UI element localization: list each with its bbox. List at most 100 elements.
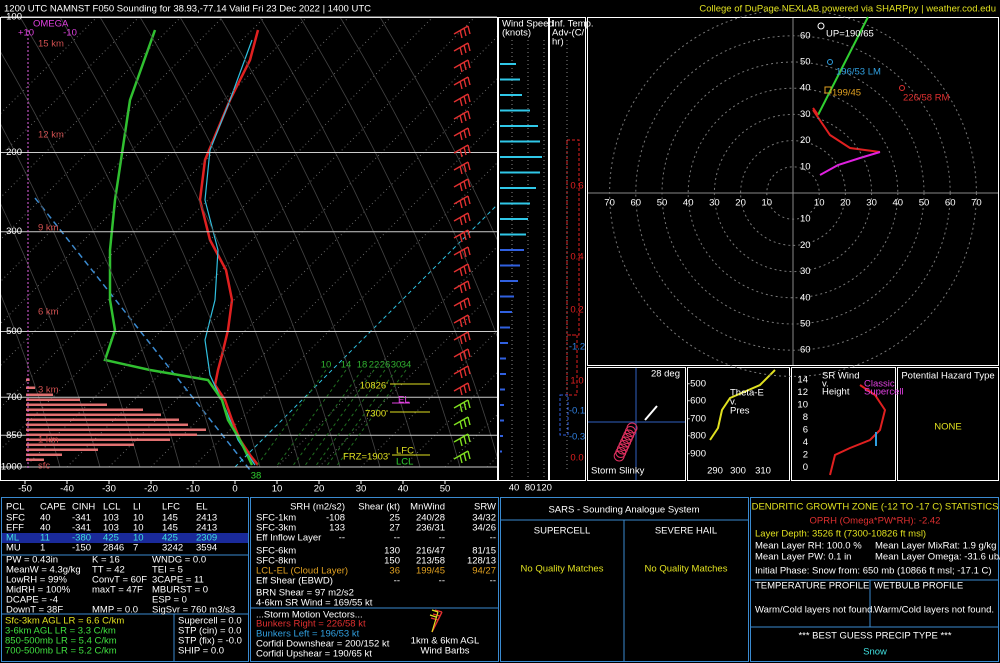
- omega-bar: [26, 458, 44, 461]
- thermo-cell: SFC: [6, 513, 25, 524]
- sr-wind-tick: 4: [803, 437, 808, 448]
- wetbulb-profile: [204, 39, 256, 466]
- composite: Supercell = 0.0: [178, 616, 242, 627]
- dgz-heading: TEMPERATURE PROFILE: [755, 581, 869, 592]
- dgz-heading: WETBULB PROFILE: [874, 581, 963, 592]
- height-label: 6 km: [38, 307, 59, 318]
- kinematic-cell: -108: [326, 513, 345, 524]
- mixing-ratio-label: 34: [401, 360, 412, 371]
- wind-barb: [453, 127, 471, 141]
- thermo-cell: ML: [6, 533, 19, 544]
- wind-panel-title: (knots): [502, 28, 531, 39]
- theta-e-tick: -600: [687, 396, 706, 407]
- kinematic-cell: 36: [389, 566, 400, 577]
- theta-e-frame: [687, 367, 790, 481]
- temp-label: -20: [144, 484, 158, 495]
- wind-tick: 80: [525, 483, 536, 494]
- wind-barb: [453, 399, 471, 413]
- panel-frames: [0, 17, 999, 662]
- storm-motion-text: Corfidi Upshear = 190/65 kt: [256, 649, 372, 660]
- parcel-trace: [34, 197, 251, 471]
- wind-speed-bar: [500, 218, 528, 220]
- dry-adiabat: [1, 51, 181, 468]
- kinematic-cell: 240/28: [416, 513, 445, 524]
- hodo-ring-label: 20: [735, 198, 746, 209]
- index: SigSvr = 760 m3/s3: [152, 605, 235, 616]
- index: WNDG = 0.0: [152, 555, 206, 566]
- wind-speed-bar: [500, 326, 510, 329]
- hodo-lower: [819, 151, 881, 176]
- thermo-cell: 7: [133, 543, 138, 554]
- slinky-frame: [587, 367, 686, 481]
- kinematic-cell: 236/31: [416, 523, 445, 534]
- mixing-ratio-label: 26: [380, 360, 391, 371]
- kinematic-extra: BRN Shear = 97 m2/s2: [256, 588, 354, 599]
- kinematic-cell: --: [439, 576, 445, 587]
- kinematic-cell: --: [394, 533, 400, 544]
- lapse-rate: 3-6km AGL LR = 3.3 C/km: [5, 626, 116, 637]
- omega-bar: [26, 418, 179, 421]
- sr-wind-tick: 2: [803, 450, 808, 461]
- theta-e-tick: -800: [687, 431, 706, 442]
- thermo-cell: 145: [162, 513, 178, 524]
- thermo-cell: 2413: [196, 523, 217, 534]
- barb-caption: 1km & 6km AGL: [411, 636, 480, 647]
- advection-label: -0.3: [569, 432, 585, 443]
- dry-adiabat: [60, 18, 261, 468]
- thermo-cell: -341: [72, 513, 91, 524]
- sr-wind-tick: 10: [797, 400, 808, 411]
- wind-speed-bar: [500, 140, 540, 143]
- slinky-title: Storm Slinky: [591, 466, 645, 477]
- kinematic-extra: 4-6km SR Wind = 169/55 kt: [256, 598, 373, 609]
- temp-label: 30: [356, 484, 367, 495]
- dgz-stat: Initial Phase: Snow from: 650 mb (10866 …: [755, 566, 992, 577]
- omega-tick: -10: [63, 28, 77, 39]
- wind-barb: [453, 93, 471, 107]
- wind-barb: [453, 195, 471, 209]
- thermo-frame: [1, 497, 249, 662]
- index: MeanW = 4.3g/kg: [6, 565, 81, 576]
- thermo-cell: 425: [162, 533, 178, 544]
- omega-bar: [26, 408, 143, 411]
- thermo-cell: 10: [133, 523, 144, 534]
- temp-label: -10: [186, 484, 200, 495]
- hazard-frame: [897, 367, 999, 481]
- hodo-ring-label: 30: [800, 266, 811, 277]
- theta-e-tick: -900: [687, 449, 706, 460]
- thermo-cell: 3242: [162, 543, 183, 554]
- dry-adiabat: [1, 294, 61, 468]
- page-credit: College of DuPage NEXLAB powered via SHA…: [699, 4, 996, 15]
- mixing-ratio-label: 22: [369, 360, 380, 371]
- wind-speed-bar: [500, 373, 506, 375]
- wind-barb: [453, 144, 471, 158]
- hodo-ring-label: 60: [800, 30, 811, 41]
- sr-wind-tick: 0: [803, 462, 808, 473]
- kinematic-cell: 34/32: [472, 513, 496, 524]
- mixing-ratio-label: 30: [391, 360, 402, 371]
- omega-bar: [26, 386, 35, 389]
- height-label: 9 km: [38, 223, 59, 234]
- index: DownT = 38F: [6, 605, 63, 616]
- omega-bar: [26, 453, 62, 456]
- index: maxT = 47F: [92, 585, 143, 596]
- thermo-cell: 2846: [103, 543, 124, 554]
- barb-icon: [429, 609, 439, 633]
- kinematic-cell: 25: [389, 513, 400, 524]
- wind-speed-bar: [500, 249, 524, 251]
- wind-tick: 40: [509, 483, 520, 494]
- index: DCAPE = -4: [6, 595, 58, 606]
- wind-speed-bar: [500, 311, 512, 313]
- thermo-cell: -150: [72, 543, 91, 554]
- wind-speed-bar: [500, 156, 542, 158]
- mixing-ratio-line: [291, 369, 363, 468]
- hodo-label: 226/58 RM: [903, 93, 950, 104]
- hodo-ring-label: 70: [971, 198, 982, 209]
- level-label: LCL: [396, 457, 413, 468]
- sars-heading: SUPERCELL: [534, 526, 591, 537]
- wind-panel-title: Wind Speed: [502, 19, 554, 30]
- hodo-ring-label: 40: [800, 292, 811, 303]
- height-label: 3 km: [38, 385, 59, 396]
- advection-label: 0.4: [570, 252, 583, 263]
- index: MMP = 0.0: [92, 605, 138, 616]
